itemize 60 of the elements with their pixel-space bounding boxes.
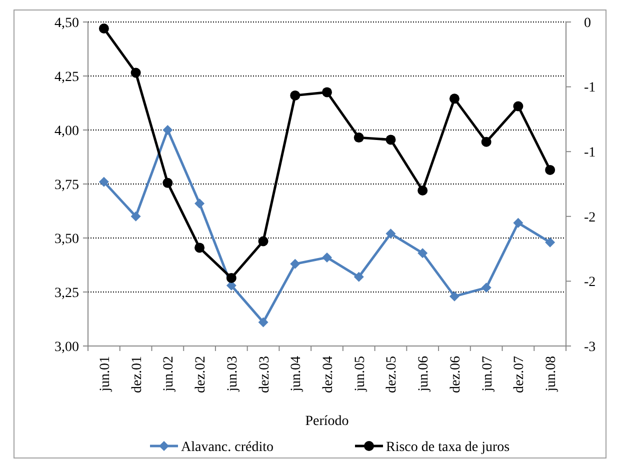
point xyxy=(98,176,109,187)
x-tick-label: jun.03 xyxy=(225,356,240,392)
point xyxy=(162,125,173,135)
point xyxy=(545,164,556,175)
y2-tick-label: -1 xyxy=(584,80,596,96)
point xyxy=(98,23,109,34)
point xyxy=(194,242,205,253)
point xyxy=(322,87,332,98)
y2-tick-label: 0 xyxy=(584,16,591,31)
x-tick-label: jun.06 xyxy=(416,356,432,392)
y-tick-label: 3,50 xyxy=(54,232,79,247)
point xyxy=(290,258,300,269)
point xyxy=(449,291,460,302)
point xyxy=(226,272,236,283)
point xyxy=(545,237,556,248)
x-tick-label: jun.02 xyxy=(162,356,177,392)
y-tick-label: 3,00 xyxy=(54,340,79,355)
x-tick-label: jun.05 xyxy=(352,356,368,392)
x-tick-label: dez.01 xyxy=(130,356,145,393)
y2-tick-label: -3 xyxy=(584,340,596,355)
y2-tick-label: -2 xyxy=(584,210,596,226)
point xyxy=(513,101,524,112)
y-tick-label: 4,00 xyxy=(54,124,79,139)
point xyxy=(418,248,428,258)
point xyxy=(386,134,396,145)
x-tick-label: dez.07 xyxy=(512,356,528,393)
point xyxy=(162,178,173,188)
point xyxy=(354,132,364,143)
legend-label: Alavanc. crédito xyxy=(181,440,274,455)
point xyxy=(258,317,268,328)
point xyxy=(290,90,300,100)
x-tick-label: jun.01 xyxy=(98,356,113,392)
point xyxy=(258,236,268,246)
point xyxy=(354,272,364,282)
point xyxy=(130,211,141,222)
x-tick-label: dez.06 xyxy=(448,356,464,393)
x-tick-label: jun.04 xyxy=(289,356,304,392)
legend-label: Risco de taxa de juros xyxy=(386,440,510,455)
x-tick-label: dez.03 xyxy=(257,356,272,393)
y-tick-label: 4,50 xyxy=(54,16,79,31)
point xyxy=(322,252,332,262)
point xyxy=(513,218,524,228)
y-tick-label: 3,25 xyxy=(54,286,79,301)
x-tick-label: dez.02 xyxy=(194,356,209,393)
x-tick-label: jun.08 xyxy=(544,356,560,392)
x-tick-label: jun.07 xyxy=(480,356,496,392)
x-tick-label: dez.04 xyxy=(321,356,336,393)
point xyxy=(449,94,460,104)
y-tick-label: 4,25 xyxy=(54,70,79,85)
y-tick-label: 3,75 xyxy=(54,178,79,193)
point xyxy=(386,228,396,239)
y2-tick-label: -2 xyxy=(584,275,596,290)
point xyxy=(194,198,205,208)
point xyxy=(130,68,141,78)
point xyxy=(418,185,428,196)
point xyxy=(481,282,492,293)
x-tick-label: dez.05 xyxy=(384,356,400,393)
point xyxy=(481,136,492,147)
y2-tick-label: -1 xyxy=(584,146,596,160)
x-axis-title: Período xyxy=(305,414,349,429)
